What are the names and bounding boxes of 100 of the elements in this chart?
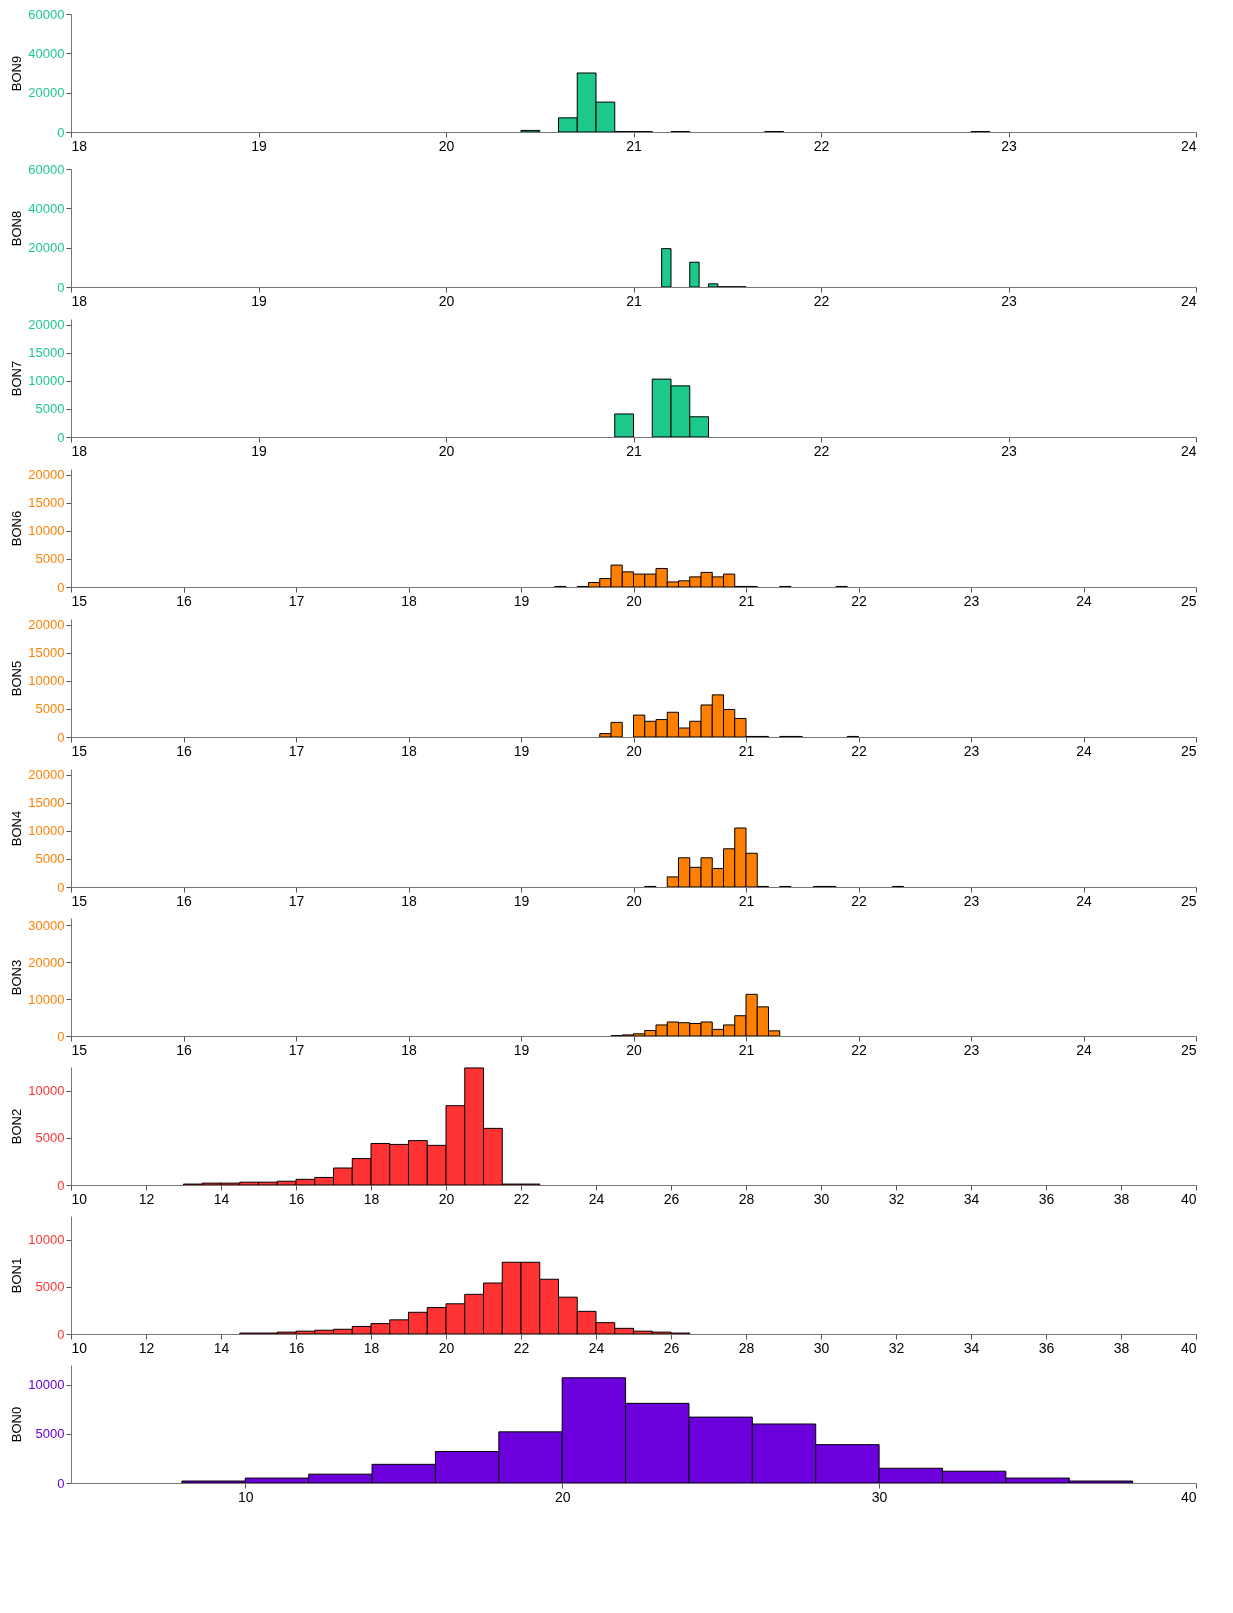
y-tick-label: 0 (57, 124, 65, 140)
x-tick-label: 14 (213, 1190, 230, 1207)
x-tick-label: 12 (138, 1190, 155, 1207)
y-tick-label: 20000 (28, 240, 65, 256)
x-tick-label: 10 (238, 1488, 254, 1505)
x-tick-label: 23 (1001, 292, 1017, 309)
y-tick-label: 15000 (28, 645, 65, 661)
x-tick-label: 20 (626, 592, 642, 609)
x-tick-label: 20 (626, 1041, 642, 1058)
x-tick-label: 19 (251, 292, 267, 309)
x-tick-label: 16 (176, 892, 192, 909)
x-tick-label: 38 (1113, 1339, 1130, 1356)
x-tick-label: 14 (213, 1339, 230, 1356)
x-tick-label: 16 (288, 1190, 305, 1207)
x-tick-label: 15 (71, 592, 88, 609)
x-tick-label: 26 (663, 1190, 680, 1207)
x-tick-label: 40 (1180, 1190, 1197, 1207)
x-tick-label: 40 (1180, 1339, 1197, 1356)
x-tick-label: 28 (738, 1339, 755, 1356)
x-tick-label: 19 (513, 1041, 530, 1058)
x-tick-label: 22 (813, 292, 830, 309)
y-tick-label: 10000 (28, 523, 65, 539)
x-tick-label: 18 (401, 742, 417, 759)
x-tick-label: 12 (138, 1339, 155, 1356)
x-tick-label: 23 (963, 1041, 980, 1058)
x-tick-label: 19 (513, 742, 530, 759)
x-tick-label: 23 (1001, 137, 1017, 154)
y-tick-label: 10000 (28, 991, 65, 1007)
x-tick-label: 24 (1180, 137, 1197, 154)
y-tick-label: 10000 (28, 1377, 65, 1393)
x-tick-label: 22 (851, 742, 867, 759)
x-tick-label: 22 (513, 1190, 530, 1207)
y-tick-label: 0 (57, 429, 65, 445)
y-tick-label: 5000 (35, 1130, 65, 1146)
x-tick-label: 22 (513, 1339, 530, 1356)
x-tick-label: 17 (288, 1041, 305, 1058)
x-tick-label: 20 (438, 137, 455, 154)
x-tick-label: 22 (813, 137, 830, 154)
x-tick-label: 19 (251, 137, 267, 154)
x-tick-label: 10 (71, 1339, 88, 1356)
x-tick-label: 28 (738, 1190, 755, 1207)
x-tick-label: 23 (963, 592, 980, 609)
y-tick-label: 60000 (28, 161, 65, 177)
y-tick-label: 0 (57, 579, 65, 595)
x-tick-label: 30 (813, 1190, 830, 1207)
x-tick-label: 21 (626, 442, 642, 459)
y-tick-label: 15000 (28, 795, 65, 811)
y-tick-label: 20000 (28, 467, 65, 483)
x-tick-label: 30 (871, 1488, 888, 1505)
x-tick-label: 24 (588, 1339, 605, 1356)
x-tick-label: 15 (71, 1041, 88, 1058)
y-axis-title: BON4 (9, 810, 25, 847)
x-tick-label: 16 (176, 742, 192, 759)
y-axis-title: BON0 (9, 1406, 25, 1443)
y-tick-label: 10000 (28, 673, 65, 689)
x-tick-label: 34 (963, 1339, 980, 1356)
x-tick-label: 19 (513, 892, 530, 909)
y-tick-label: 10000 (28, 1232, 65, 1248)
y-tick-label: 5000 (35, 851, 65, 867)
x-tick-label: 18 (71, 442, 88, 459)
x-tick-label: 24 (1180, 292, 1197, 309)
x-tick-label: 20 (554, 1488, 571, 1505)
x-tick-label: 17 (288, 742, 305, 759)
x-tick-label: 20 (438, 1190, 455, 1207)
x-tick-label: 34 (963, 1190, 980, 1207)
x-tick-label: 24 (1076, 1041, 1092, 1058)
x-tick-label: 22 (851, 592, 867, 609)
x-tick-label: 10 (71, 1190, 88, 1207)
y-tick-label: 5000 (35, 701, 65, 717)
x-tick-label: 18 (401, 592, 417, 609)
x-tick-label: 25 (1180, 892, 1197, 909)
x-tick-label: 20 (626, 892, 642, 909)
x-tick-label: 25 (1180, 592, 1197, 609)
y-axis-title: BON2 (9, 1108, 25, 1145)
x-tick-label: 24 (1076, 892, 1092, 909)
y-tick-label: 40000 (28, 45, 65, 61)
y-tick-label: 20000 (28, 85, 65, 101)
x-tick-label: 21 (738, 1041, 755, 1058)
x-tick-label: 24 (588, 1190, 605, 1207)
y-tick-label: 15000 (28, 495, 65, 511)
y-tick-label: 0 (57, 879, 65, 895)
x-tick-label: 19 (251, 442, 267, 459)
x-tick-label: 23 (1001, 442, 1017, 459)
y-tick-label: 5000 (35, 551, 65, 567)
x-tick-label: 20 (438, 292, 455, 309)
x-tick-label: 36 (1038, 1190, 1055, 1207)
x-tick-label: 26 (663, 1339, 680, 1356)
x-tick-label: 22 (851, 892, 867, 909)
x-tick-label: 18 (363, 1339, 380, 1356)
y-tick-label: 20000 (28, 954, 65, 970)
x-tick-label: 16 (176, 592, 192, 609)
x-tick-label: 38 (1113, 1190, 1130, 1207)
y-tick-label: 0 (57, 279, 65, 295)
x-tick-label: 20 (626, 742, 642, 759)
x-tick-label: 18 (71, 137, 88, 154)
x-tick-label: 36 (1038, 1339, 1055, 1356)
x-tick-label: 18 (401, 892, 417, 909)
x-tick-label: 24 (1076, 592, 1092, 609)
y-axis-title: BON5 (9, 660, 25, 697)
x-tick-label: 32 (888, 1339, 905, 1356)
